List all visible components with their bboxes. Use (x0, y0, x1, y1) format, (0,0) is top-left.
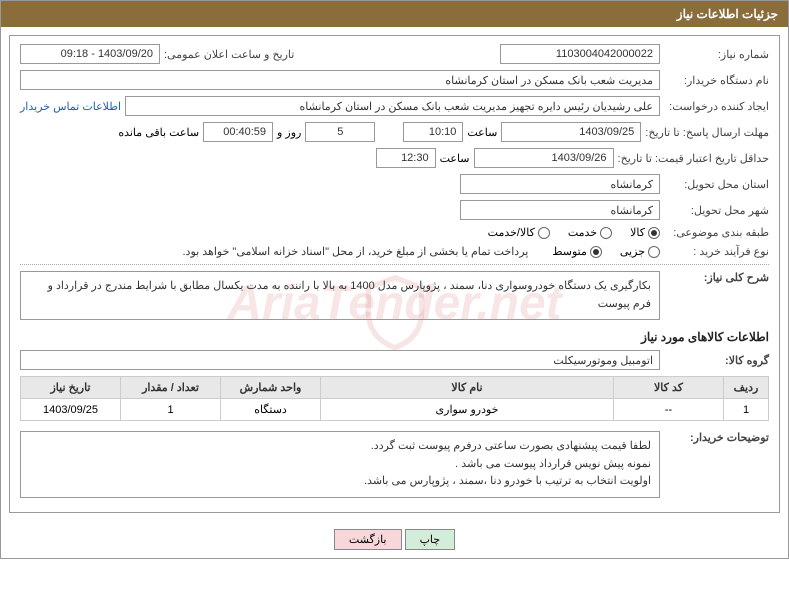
cell-row: 1 (724, 399, 769, 421)
items-table: ردیف کد کالا نام کالا واحد شمارش تعداد /… (20, 376, 769, 421)
buyer-org-label: نام دستگاه خریدار: (664, 74, 769, 87)
cell-name: خودرو سواری (321, 399, 614, 421)
province-field: کرمانشاه (460, 174, 660, 194)
requester-label: ایجاد کننده درخواست: (664, 100, 769, 113)
time-label-2: ساعت (440, 152, 470, 165)
th-row: ردیف (724, 377, 769, 399)
deadline-send-label: مهلت ارسال پاسخ: تا تاریخ: (645, 126, 769, 139)
city-label: شهر محل تحویل: (664, 204, 769, 217)
announce-label: تاریخ و ساعت اعلان عمومی: (164, 48, 294, 61)
validity-time: 12:30 (376, 148, 436, 168)
print-button[interactable]: چاپ (405, 529, 456, 550)
buyer-org-field: مدیریت شعب بانک مسکن در استان کرمانشاه (20, 70, 660, 90)
buyer-notes-label: توضیحات خریدار: (664, 431, 769, 444)
radio-goods[interactable]: کالا (630, 226, 660, 239)
items-section-title: اطلاعات کالاهای مورد نیاز (20, 330, 769, 344)
page-title: جزئیات اطلاعات نیاز (1, 1, 788, 27)
cell-date: 1403/09/25 (21, 399, 121, 421)
need-number-label: شماره نیاز: (664, 48, 769, 61)
back-button[interactable]: بازگشت (334, 529, 402, 550)
requester-field: علی رشیدیان رئیس دایره تجهیز مدیریت شعب … (125, 96, 660, 116)
table-header-row: ردیف کد کالا نام کالا واحد شمارش تعداد /… (21, 377, 769, 399)
th-name: نام کالا (321, 377, 614, 399)
th-unit: واحد شمارش (221, 377, 321, 399)
announce-field: 1403/09/20 - 09:18 (20, 44, 160, 64)
cell-unit: دستگاه (221, 399, 321, 421)
category-label: طبقه بندی موضوعی: (664, 226, 769, 239)
divider (20, 264, 769, 265)
city-field: کرمانشاه (460, 200, 660, 220)
need-number-field: 1103004042000022 (500, 44, 660, 64)
buyer-notes-box: لطفا قیمت پیشنهادی بصورت ساعتی درفرم پیو… (20, 431, 660, 498)
radio-both[interactable]: کالا/خدمت (488, 226, 550, 239)
radio-icon (590, 246, 602, 258)
province-label: استان محل تحویل: (664, 178, 769, 191)
th-qty: تعداد / مقدار (121, 377, 221, 399)
radio-service[interactable]: خدمت (568, 226, 612, 239)
deadline-send-time: 10:10 (403, 122, 463, 142)
days-value: 5 (305, 122, 375, 142)
process-note: پرداخت تمام یا بخشی از مبلغ خرید، از محل… (183, 245, 529, 258)
days-and-label: روز و (277, 126, 301, 139)
buyer-contact-link[interactable]: اطلاعات تماس خریدار (20, 100, 121, 113)
remaining-time: 00:40:59 (203, 122, 273, 142)
validity-date: 1403/09/26 (474, 148, 614, 168)
deadline-send-date: 1403/09/25 (501, 122, 641, 142)
radio-medium[interactable]: متوسط (552, 245, 602, 258)
group-field: اتومبیل وموتورسیکلت (20, 350, 660, 370)
table-row: 1 -- خودرو سواری دستگاه 1 1403/09/25 (21, 399, 769, 421)
time-label-1: ساعت (467, 126, 497, 139)
buyer-note-line: اولویت انتخاب به ترتیب با خودرو دنا ،سمن… (29, 473, 651, 491)
cell-code: -- (614, 399, 724, 421)
th-code: کد کالا (614, 377, 724, 399)
cell-qty: 1 (121, 399, 221, 421)
buyer-note-line: لطفا قیمت پیشنهادی بصورت ساعتی درفرم پیو… (29, 438, 651, 456)
process-label: نوع فرآیند خرید : (664, 245, 769, 258)
desc-title-label: شرح کلی نیاز: (664, 271, 769, 284)
th-date: تاریخ نیاز (21, 377, 121, 399)
remaining-label: ساعت باقی مانده (118, 126, 199, 139)
desc-text-box: بکارگیری یک دستگاه خودروسواری دنا، سمند … (20, 271, 660, 320)
group-label: گروه کالا: (664, 354, 769, 367)
footer-actions: چاپ بازگشت (1, 521, 788, 558)
radio-icon (648, 246, 660, 258)
radio-small[interactable]: جزیی (620, 245, 660, 258)
buyer-note-line: نمونه پیش نویس قرارداد پیوست می باشد . (29, 456, 651, 474)
radio-icon (538, 227, 550, 239)
radio-icon (648, 227, 660, 239)
validity-label: حداقل تاریخ اعتبار قیمت: تا تاریخ: (618, 152, 769, 165)
radio-icon (600, 227, 612, 239)
